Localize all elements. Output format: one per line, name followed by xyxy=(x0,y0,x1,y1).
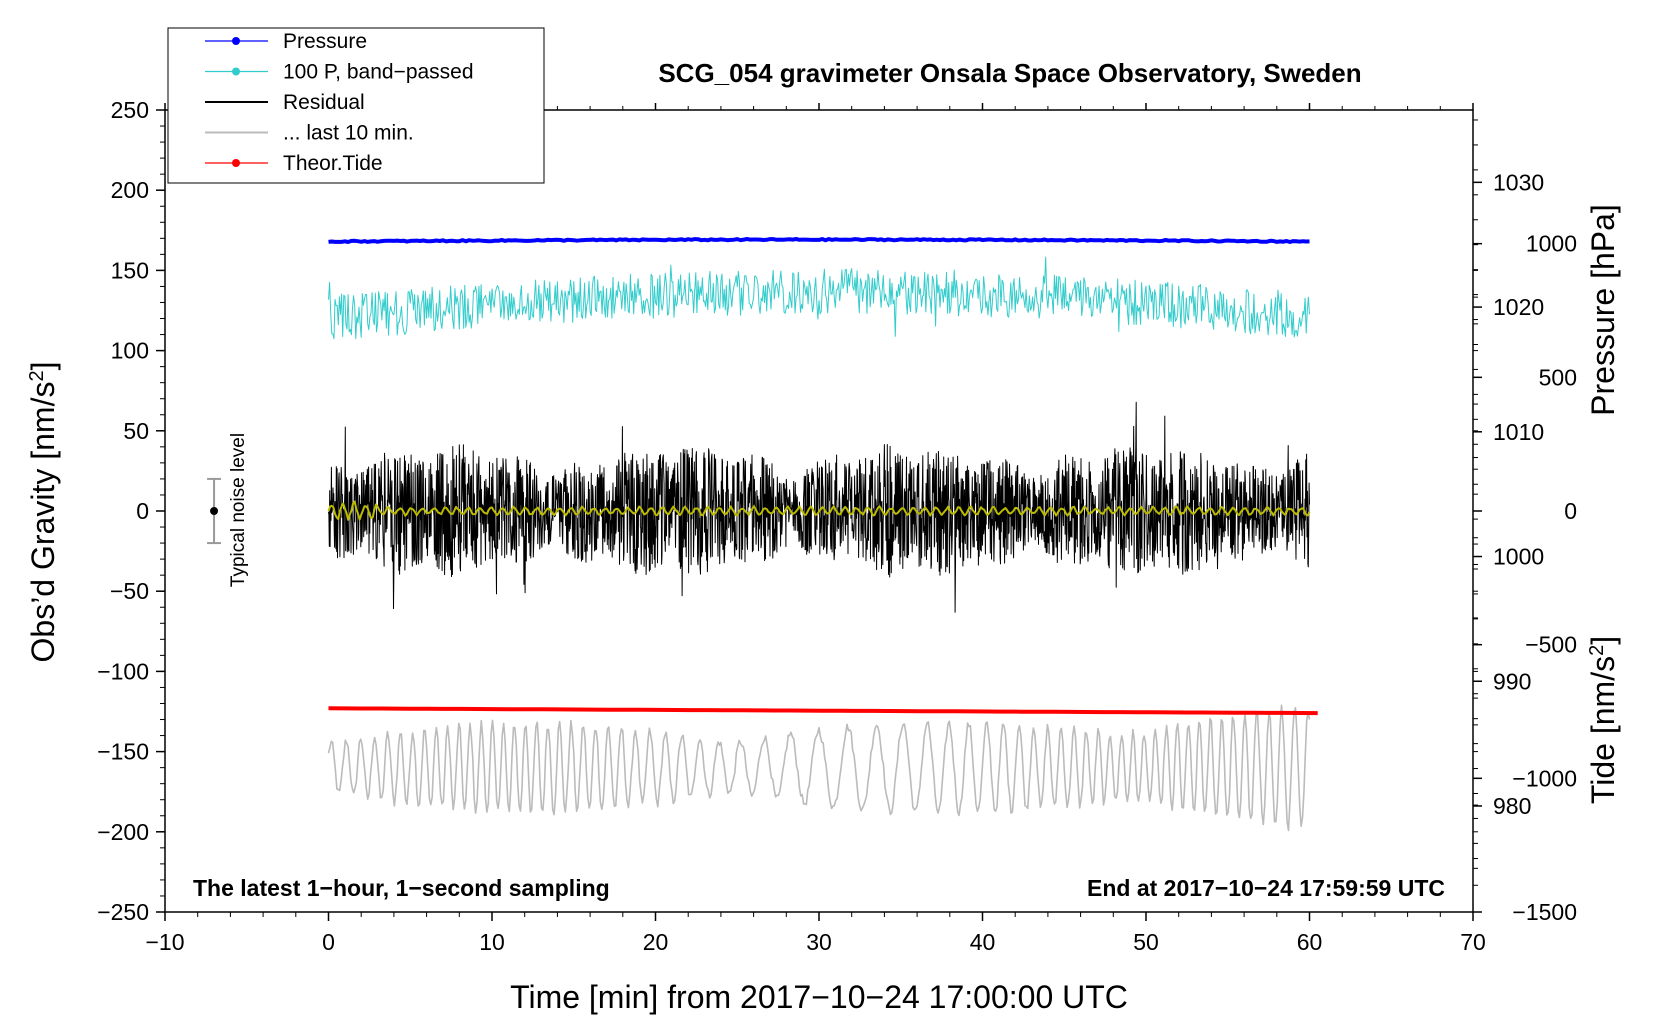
x-tick-label: −10 xyxy=(145,929,184,955)
x-tick-label: 40 xyxy=(970,929,996,955)
pressure-tick-label: 1010 xyxy=(1493,419,1544,445)
y-tick-label: 150 xyxy=(111,257,149,283)
annotation-latest-hour: The latest 1−hour, 1−second sampling xyxy=(193,875,610,901)
y-tick-label: −100 xyxy=(97,658,149,684)
legend-label: 100 P, band−passed xyxy=(283,61,474,84)
tide-tick-label: −1500 xyxy=(1512,899,1577,925)
x-tick-label: 30 xyxy=(806,929,832,955)
legend-marker xyxy=(232,159,240,167)
y-tick-label: 200 xyxy=(111,177,149,203)
x-tick-label: 70 xyxy=(1460,929,1486,955)
noise-level-label: Typical noise level xyxy=(228,433,249,587)
y-axis-left-label-main: Obs’d Gravity [nm/s xyxy=(25,382,61,663)
chart-title: SCG_054 gravimeter Onsala Space Observat… xyxy=(658,58,1361,88)
pressure-tick-label: 1020 xyxy=(1493,294,1544,320)
series-pressure xyxy=(328,237,1310,244)
tide-tick-label: 500 xyxy=(1539,364,1577,390)
x-tick-label: 60 xyxy=(1297,929,1323,955)
legend-box xyxy=(167,27,545,184)
legend-label: Theor.Tide xyxy=(283,152,383,175)
y-tick-label: 0 xyxy=(136,498,149,524)
y-tick-label: −50 xyxy=(110,578,149,604)
y-axis-tide-label-sup: 2 xyxy=(1586,645,1608,656)
x-tick-label: 50 xyxy=(1133,929,1159,955)
pressure-tick-label: 1000 xyxy=(1493,544,1544,570)
y-tick-label: −150 xyxy=(97,739,149,765)
series-theoretical-tide xyxy=(328,706,1318,716)
pressure-tick-label: 980 xyxy=(1493,793,1531,819)
series-pressure-bandpassed xyxy=(328,256,1310,340)
y-axis-left-label-sup: 2 xyxy=(26,370,48,381)
y-tick-label: 250 xyxy=(111,97,149,123)
y-tick-label: 100 xyxy=(111,338,149,364)
y-axis-left-label-end: ] xyxy=(25,362,61,371)
y-axis-tide-label-main: Tide [nm/s xyxy=(1585,656,1621,804)
y-tick-label: 50 xyxy=(123,418,149,444)
legend-marker xyxy=(232,37,240,45)
tide-tick-label: −500 xyxy=(1525,632,1577,658)
pressure-tick-label: 1030 xyxy=(1493,169,1544,195)
noise-bar-dot xyxy=(210,507,219,515)
series-last-10-min xyxy=(327,704,1311,832)
legend-label: Residual xyxy=(283,91,365,114)
x-tick-label: 20 xyxy=(643,929,669,955)
tide-tick-label: −1000 xyxy=(1512,765,1577,791)
pressure-tick-label: 990 xyxy=(1493,668,1531,694)
x-tick-label: 0 xyxy=(322,929,335,955)
series-residual xyxy=(328,401,1310,613)
y-axis-tide-label: Tide [nm/s2] xyxy=(1585,636,1621,804)
series-residual-smoothed xyxy=(327,500,1311,521)
legend-label: ... last 10 min. xyxy=(283,122,414,145)
y-axis-tide-label-end: ] xyxy=(1585,636,1621,645)
legend-label: Pressure xyxy=(283,30,367,53)
tide-tick-label: 0 xyxy=(1564,498,1577,524)
legend-marker xyxy=(232,67,240,76)
y-tick-label: −250 xyxy=(97,899,149,925)
axis-ticks: −10 0 10 20 30 40 50 60 70250200150100500−50−100… xyxy=(97,97,1577,955)
y-tick-label: −200 xyxy=(97,819,149,845)
y-axis-left-label: Obs’d Gravity [nm/s2] xyxy=(25,362,61,663)
x-axis-label: Time [min] from 2017−10−24 17:00:00 UTC xyxy=(510,979,1128,1015)
noise-level-bar xyxy=(207,477,222,545)
tide-tick-label: 1000 xyxy=(1526,231,1577,257)
data-series xyxy=(327,237,1318,832)
annotation-end-time: End at 2017−10−24 17:59:59 UTC xyxy=(1087,875,1445,901)
legend: Pressure 100 P, band−passed Residual ... la… xyxy=(167,27,545,184)
x-tick-label: 10 xyxy=(479,929,505,955)
y-axis-pressure-label: Pressure [hPa] xyxy=(1585,204,1621,416)
